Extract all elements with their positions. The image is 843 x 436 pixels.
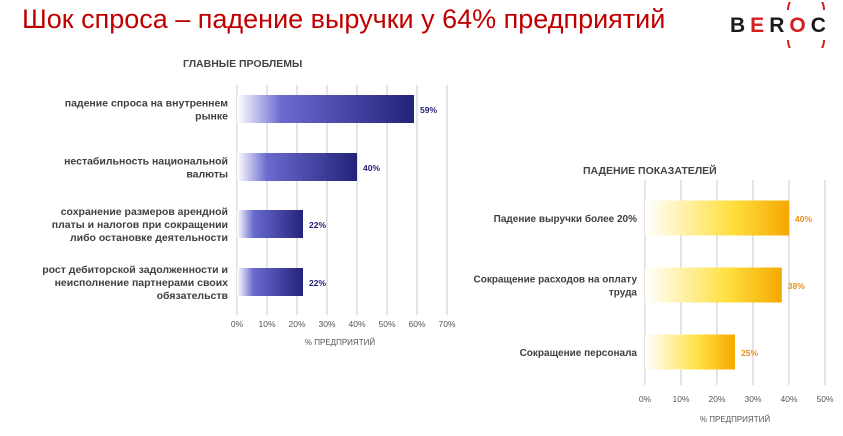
tick-label: 50% — [378, 319, 395, 329]
tick-label: 40% — [780, 394, 797, 404]
data-label: 22% — [309, 220, 326, 230]
tick-label: 30% — [744, 394, 761, 404]
category-label: Сокращение расходов на оплату — [474, 275, 638, 286]
data-label: 25% — [741, 348, 758, 358]
tick-label: 70% — [438, 319, 455, 329]
beroc-logo: BEROC — [730, 2, 831, 48]
data-label: 38% — [788, 281, 805, 291]
category-label: валюты — [186, 169, 228, 181]
bar — [645, 267, 782, 303]
chart-title: ПАДЕНИЕ ПОКАЗАТЕЛЕЙ — [583, 164, 717, 177]
category-label: либо остановке деятельности — [70, 232, 228, 244]
bar — [237, 153, 357, 181]
category-label: Падение выручки более 20% — [494, 213, 637, 225]
data-label: 40% — [363, 163, 380, 173]
tick-label: 20% — [288, 319, 305, 329]
category-label: труда — [609, 288, 638, 299]
bar — [237, 95, 414, 123]
x-axis-label: % ПРЕДПРИЯТИЙ — [700, 415, 770, 424]
category-label: Сокращение персонала — [520, 348, 638, 359]
bar — [645, 200, 789, 236]
tick-label: 10% — [672, 394, 689, 404]
category-label: обязательств — [157, 290, 229, 302]
bar — [645, 334, 735, 370]
tick-label: 40% — [348, 319, 365, 329]
category-label: падение спроса на внутреннем — [65, 98, 228, 110]
tick-label: 10% — [258, 319, 275, 329]
tick-label: 20% — [708, 394, 725, 404]
slide-title: Шок спроса – падение выручки у 64% предп… — [22, 4, 666, 34]
tick-label: 0% — [231, 319, 244, 329]
category-label: платы и налогов при сокращении — [52, 219, 228, 231]
data-label: 22% — [309, 278, 326, 288]
tick-label: 50% — [816, 394, 833, 404]
data-label: 59% — [420, 105, 437, 115]
tick-label: 0% — [639, 394, 652, 404]
data-label: 40% — [795, 214, 812, 224]
tick-label: 30% — [318, 319, 335, 329]
category-label: рынке — [195, 111, 228, 123]
category-label: неисполнение партнерами своих — [55, 277, 229, 289]
bar — [237, 210, 303, 238]
category-label: нестабильность национальной — [64, 156, 228, 168]
tick-label: 60% — [408, 319, 425, 329]
x-axis-label: % ПРЕДПРИЯТИЙ — [305, 338, 375, 347]
category-label: сохранение размеров арендной — [61, 206, 228, 218]
category-label: рост дебиторской задолженности и — [42, 264, 228, 276]
svg-text:BEROC: BEROC — [730, 14, 831, 37]
chart-title: ГЛАВНЫЕ ПРОБЛЕМЫ — [183, 58, 302, 70]
bar — [237, 268, 303, 296]
